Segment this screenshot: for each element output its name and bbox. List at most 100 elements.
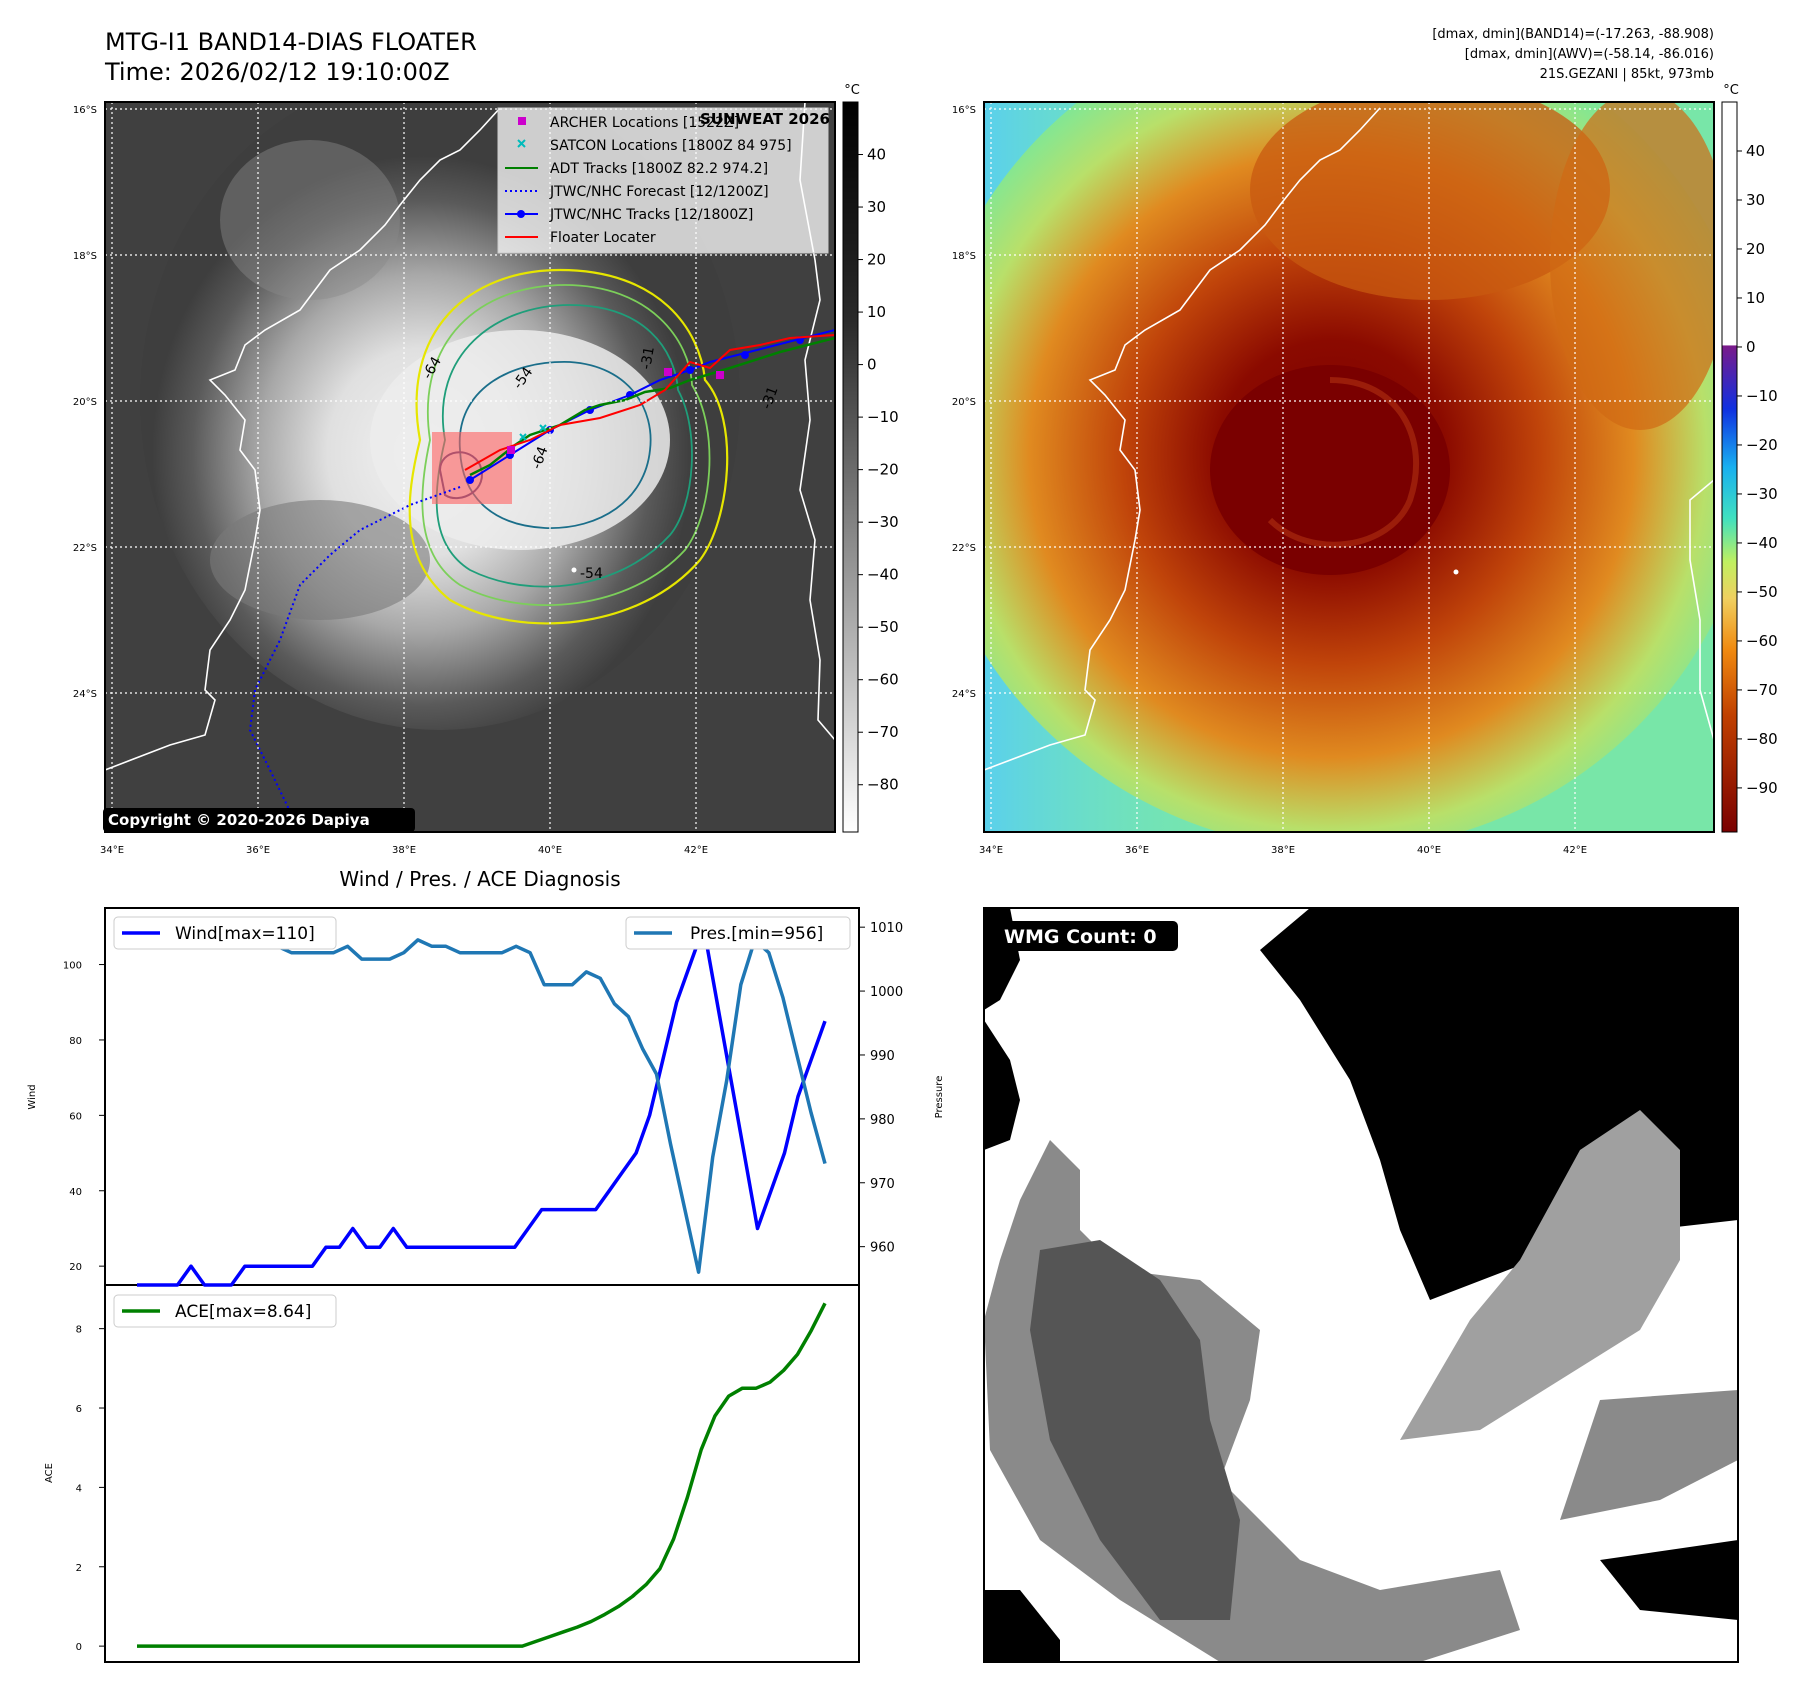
lat-label: 16°S [952, 105, 976, 116]
ir-contour-label: -64 [529, 444, 552, 471]
diag-panel: Wind / Pres. / ACE Diagnosis 20406080100… [27, 867, 945, 1663]
colorbar-tick-label: −70 [1746, 681, 1778, 699]
axis-tick-label: 990 [870, 1049, 895, 1064]
lon-label: 40°E [538, 845, 562, 856]
lat-label: 20°S [952, 397, 976, 408]
series-line [137, 925, 827, 1287]
wv-colorbar-unit: °C [1723, 83, 1739, 98]
axis-tick-label: 970 [870, 1177, 895, 1192]
wmg-label-box [994, 921, 1178, 951]
axis-tick-label: 4 [76, 1483, 82, 1494]
wv-lat-labels: 16°S 18°S 20°S 22°S 24°S [952, 105, 976, 700]
ir-lon-labels: 34°E 36°E 38°E 40°E 42°E [100, 845, 708, 856]
pressure-ticks: 960 970 980 990 1000 1010 [859, 921, 903, 1256]
figure-title: MTG-I1 BAND14-DIAS FLOATER [105, 28, 477, 56]
wmg-black-southwest [984, 1590, 1060, 1662]
ir-panel: -64 -54 -54 -31 -31 -64 [73, 83, 899, 856]
axis-tick-label: 1000 [870, 985, 903, 1000]
wmg-darkgray-west [1030, 1240, 1240, 1620]
satcon-legend-marker [517, 139, 526, 148]
colorbar-tick-label: 20 [1746, 240, 1765, 258]
lon-label: 38°E [1271, 845, 1295, 856]
ace-legend: ACE[max=8.64] [113, 1294, 337, 1328]
lat-label: 16°S [73, 105, 97, 116]
ir-colorbar-unit: °C [844, 83, 860, 98]
colorbar-tick-label: −90 [1746, 779, 1778, 797]
ir-contour-label: -31 [638, 345, 658, 370]
wmg-frame [983, 907, 1739, 1663]
wind-ylabel: Wind [27, 1084, 38, 1109]
satcon-points [519, 424, 547, 441]
legend-label: JTWC/NHC Forecast [12/1200Z] [549, 184, 769, 200]
ir-contour-lightgreen [421, 284, 711, 606]
colorbar-tick-label: −40 [1746, 534, 1778, 552]
wv-colorbar-ticks: 40 30 20 10 0 −10 −20 −30 −40 −50 −60 −70 −80 −90 [1737, 142, 1778, 797]
legend-item-satcon: SATCON Locations [1800Z 84 975] [517, 138, 792, 154]
pressure-legend-box [625, 916, 851, 950]
colorbar-tick-label: 10 [867, 303, 886, 321]
ir-frame [104, 101, 836, 833]
ace-series [137, 1302, 827, 1648]
wv-coastline-madagascar [1689, 479, 1714, 741]
legend-label: Floater Locater [550, 230, 656, 246]
wind-legend: Wind[max=110] [113, 916, 337, 950]
axis-tick-label: 980 [870, 1113, 895, 1128]
wv-coastline [984, 107, 1381, 771]
lon-label: 38°E [392, 845, 416, 856]
ir-band-north [220, 140, 400, 300]
lon-label: 34°E [979, 845, 1003, 856]
archer-legend-marker [518, 117, 526, 125]
legend-item-archer: ARCHER Locations [1522Z] [518, 115, 739, 131]
ace-ylabel: ACE [44, 1463, 55, 1483]
colorbar-tick-label: −20 [1746, 436, 1778, 454]
ir-contour-teal [435, 304, 693, 588]
colorbar-tick-label: −10 [1746, 387, 1778, 405]
colorbar-tick-label: −70 [867, 723, 899, 741]
copyright-text: Copyright © 2020-2026 Dapiya [108, 811, 370, 829]
lon-label: 42°E [1563, 845, 1587, 856]
ir-legend: SUNWEAT 2026 ARCHER Locations [1522Z] SA… [497, 107, 830, 254]
wv-panel: 16°S 18°S 20°S 22°S 24°S 34°E 36°E 38°E … [952, 83, 1778, 856]
legend-label: SATCON Locations [1800Z 84 975] [550, 138, 792, 154]
lat-label: 18°S [952, 251, 976, 262]
watermark: SUNWEAT 2026 [700, 110, 830, 128]
series-line [137, 925, 827, 1274]
ace-axes-frame [104, 1284, 860, 1663]
wind-legend-box [113, 916, 337, 950]
wind-series [137, 925, 827, 1287]
colorbar-tick-label: −30 [867, 513, 899, 531]
wmg-gray-east [1400, 1110, 1680, 1440]
colorbar-tick-label: −10 [867, 408, 899, 426]
wmg-panel: WMG Count: 0 [983, 907, 1739, 1663]
ir-contour-yellow [408, 268, 729, 625]
ir-colorbar [842, 101, 859, 833]
axis-tick-label: 6 [76, 1404, 82, 1415]
pressure-legend: Pres.[min=956] [625, 916, 851, 950]
wv-colorbar [1721, 101, 1738, 833]
pressure-series [137, 925, 827, 1274]
axis-tick-label: 100 [63, 961, 82, 972]
colorbar-tick-label: −60 [1746, 632, 1778, 650]
axis-tick-label: 0 [76, 1642, 82, 1653]
lat-label: 22°S [952, 543, 976, 554]
wmg-count-label: WMG Count: 0 [1004, 926, 1157, 948]
copyright-box [103, 808, 415, 832]
ir-contour-label: -54 [580, 566, 603, 582]
colorbar-tick-label: 0 [867, 356, 877, 374]
floater-box [432, 432, 512, 504]
legend-item-forecast: JTWC/NHC Forecast [12/1200Z] [505, 184, 769, 200]
axis-tick-label: 40 [69, 1187, 82, 1198]
pressure-legend-label: Pres.[min=956] [690, 924, 823, 944]
pressure-ylabel: Pressure [934, 1076, 945, 1119]
ace-legend-label: ACE[max=8.64] [175, 1302, 311, 1322]
ir-coastline [105, 107, 501, 771]
lat-label: 24°S [73, 689, 97, 700]
legend-label: JTWC/NHC Tracks [12/1800Z] [549, 207, 753, 223]
ir-band-west [210, 500, 430, 620]
legend-item-jtwc: JTWC/NHC Tracks [12/1800Z] [505, 207, 753, 223]
legend-label: ADT Tracks [1800Z 82.2 974.2] [550, 161, 768, 177]
colorbar-tick-label: −80 [867, 776, 899, 794]
diag-title: Wind / Pres. / ACE Diagnosis [339, 867, 620, 891]
figure-time: Time: 2026/02/12 19:10:00Z [104, 58, 450, 86]
